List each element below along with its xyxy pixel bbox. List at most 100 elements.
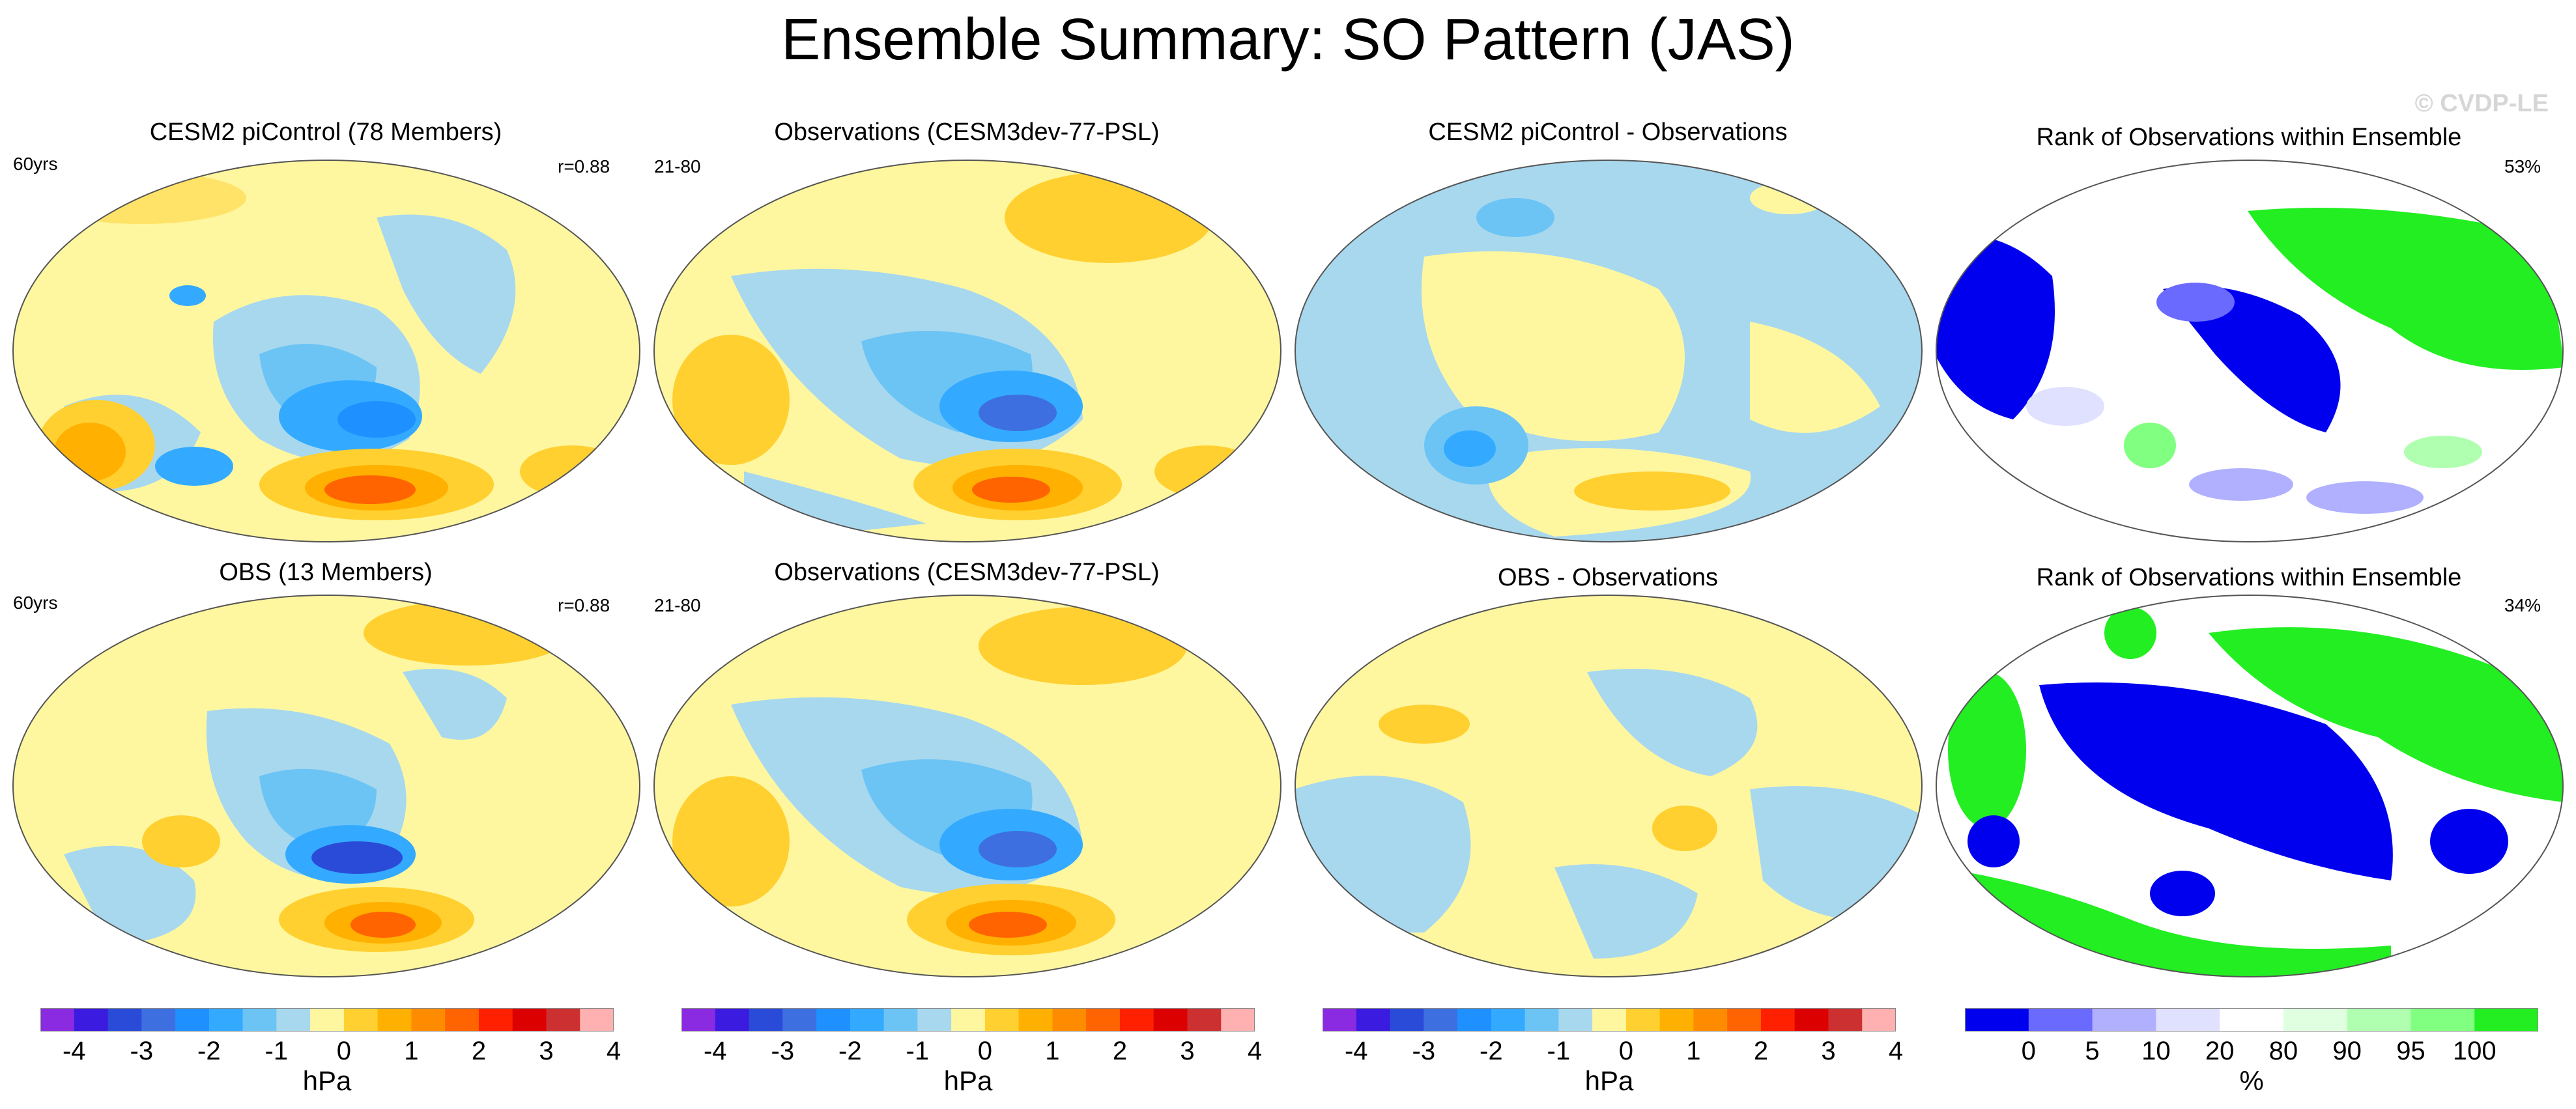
colorbar-3-tick: 0 [1618, 1037, 1633, 1065]
colorbar-swatch [107, 1008, 142, 1032]
colorbar-4-tick: 20 [2205, 1037, 2235, 1065]
colorbar-4-tick: 5 [2085, 1037, 2100, 1065]
colorbar-swatch [1760, 1008, 1796, 1032]
colorbar-swatch [2156, 1008, 2220, 1032]
colorbar-3-tick: -4 [1344, 1037, 1368, 1065]
panel-7-title: OBS - Observations [1498, 564, 1718, 591]
map-panel-4 [1936, 160, 2564, 542]
colorbar-swatch [411, 1008, 446, 1032]
colorbar-swatch [546, 1008, 580, 1032]
map-panel-7 [1295, 595, 1923, 977]
colorbar-swatch [276, 1008, 311, 1032]
panel-2-left-label: 21-80 [654, 156, 701, 176]
colorbar-swatch [816, 1008, 851, 1032]
colorbar-3-tick: -2 [1480, 1037, 1503, 1065]
colorbar-swatch [1457, 1008, 1492, 1032]
colorbar-2-tick: -4 [703, 1037, 727, 1065]
map-panel-1 [12, 160, 640, 542]
colorbar-swatch [1659, 1008, 1694, 1032]
colorbar-4-tick: 0 [2021, 1037, 2036, 1065]
colorbar-swatch [1625, 1008, 1661, 1032]
colorbar-swatch [141, 1008, 176, 1032]
colorbar-swatch [478, 1008, 513, 1032]
colorbar-2-tick: 1 [1045, 1037, 1060, 1065]
colorbar-swatch [1558, 1008, 1593, 1032]
colorbar-2-unit: hPa [943, 1065, 993, 1096]
colorbar-swatch [1524, 1008, 1559, 1032]
colorbar-swatch [512, 1008, 547, 1032]
map-panel-6 [653, 595, 1281, 977]
colorbar-swatch [2411, 1008, 2475, 1032]
colorbar-border [40, 1008, 614, 1032]
colorbar-2-tick: 3 [1180, 1037, 1195, 1065]
colorbar-1-tick: -3 [130, 1037, 154, 1065]
colorbar-swatch [74, 1008, 109, 1032]
panel-4-title: Rank of Observations within Ensemble [2036, 124, 2462, 151]
colorbar-swatch [917, 1008, 952, 1032]
colorbar-1-tick: 4 [606, 1037, 622, 1065]
colorbar-3-tick: 2 [1753, 1037, 1769, 1065]
colorbar-swatch [2220, 1008, 2284, 1032]
panel-5-right-label: r=0.88 [558, 595, 610, 615]
colorbar-1-tick: -1 [265, 1037, 289, 1065]
colorbar-swatch [1424, 1008, 1458, 1032]
colorbar-swatch [208, 1008, 244, 1032]
colorbar-swatch [1862, 1008, 1896, 1032]
panel-3-title: CESM2 piControl - Observations [1428, 119, 1788, 146]
colorbar-swatch [1794, 1008, 1829, 1032]
panel-8-title: Rank of Observations within Ensemble [2036, 564, 2462, 591]
colorbar-3-tick: 4 [1888, 1037, 1904, 1065]
colorbar-swatch [782, 1008, 817, 1032]
colorbar-1-tick: 3 [539, 1037, 554, 1065]
colorbar-swatch [2283, 1008, 2348, 1032]
colorbar-1-tick: 2 [471, 1037, 487, 1065]
colorbar-swatch [1018, 1008, 1053, 1032]
watermark: © CVDP-LE [2414, 90, 2549, 117]
colorbar-swatch [1153, 1008, 1188, 1032]
colorbar-swatch [1693, 1008, 1728, 1032]
colorbar-swatch [1390, 1008, 1424, 1032]
panel-2-title: Observations (CESM3dev-77-PSL) [774, 119, 1160, 146]
colorbar-1-tick: -4 [62, 1037, 86, 1065]
colorbar-swatch [343, 1008, 379, 1032]
colorbar-2-tick: -3 [771, 1037, 795, 1065]
colorbar-swatch [580, 1008, 614, 1032]
colorbar-swatch [1491, 1008, 1526, 1032]
colorbar-1-unit: hPa [302, 1065, 352, 1096]
colorbar-swatch [1086, 1008, 1121, 1032]
colorbar-swatch [1052, 1008, 1087, 1032]
rank-colorbar [1965, 1008, 2538, 1032]
colorbar-swatch [681, 1008, 716, 1032]
colorbar-2-tick: -1 [906, 1037, 930, 1065]
colorbar-swatch [749, 1008, 783, 1032]
map-panel-8 [1936, 595, 2564, 977]
colorbar-swatch [1965, 1008, 2029, 1032]
colorbar-3-tick: 1 [1686, 1037, 1701, 1065]
colorbar-swatch [984, 1008, 1020, 1032]
panel-6-left-label: 21-80 [654, 595, 701, 615]
hpa-colorbar-2 [681, 1008, 1255, 1032]
colorbar-swatch [883, 1008, 918, 1032]
panel-5-title: OBS (13 Members) [219, 559, 433, 586]
colorbar-swatch [175, 1008, 210, 1032]
panel-1-title: CESM2 piControl (78 Members) [149, 119, 502, 146]
colorbar-swatch [1323, 1008, 1357, 1032]
map-panel-5 [12, 595, 640, 977]
map-panel-2 [653, 160, 1281, 542]
colorbar-swatch [1221, 1008, 1255, 1032]
colorbar-3-tick: -1 [1547, 1037, 1571, 1065]
colorbar-swatch [850, 1008, 885, 1032]
colorbar-1-tick: 0 [336, 1037, 351, 1065]
colorbar-border [1323, 1008, 1896, 1032]
colorbar-swatch [2347, 1008, 2411, 1032]
panel-6-title: Observations (CESM3dev-77-PSL) [774, 559, 1160, 586]
colorbar-swatch [40, 1008, 75, 1032]
colorbar-swatch [951, 1008, 986, 1032]
colorbar-4-unit: % [2239, 1065, 2264, 1096]
colorbar-swatch [2092, 1008, 2156, 1032]
colorbar-4-tick: 95 [2396, 1037, 2426, 1065]
colorbar-4-tick: 80 [2268, 1037, 2298, 1065]
colorbar-4-tick: 10 [2141, 1037, 2171, 1065]
colorbar-4-tick: 100 [2452, 1037, 2497, 1065]
colorbar-swatch [445, 1008, 479, 1032]
